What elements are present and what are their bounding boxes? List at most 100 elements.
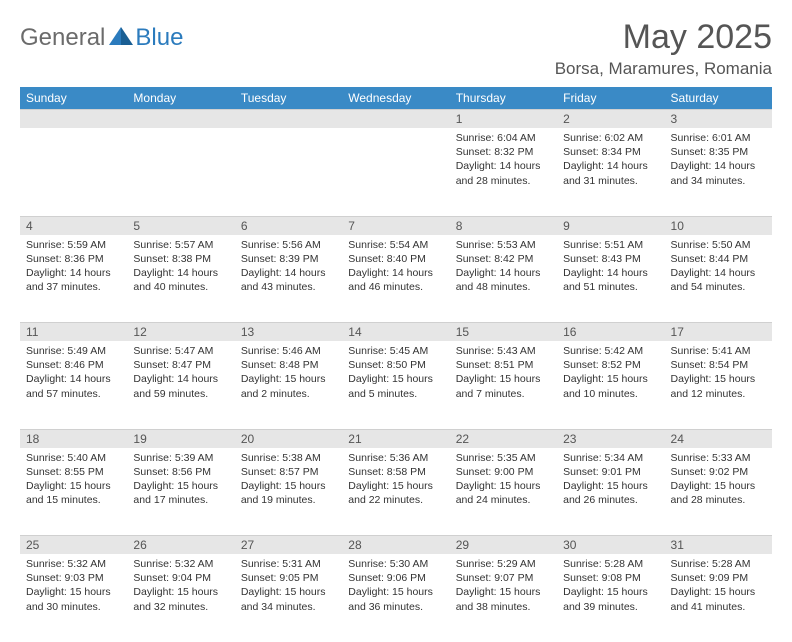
day-number: 26 — [127, 536, 234, 554]
day-content-cell: Sunrise: 5:50 AMSunset: 8:44 PMDaylight:… — [665, 235, 772, 323]
day-content-cell: Sunrise: 6:02 AMSunset: 8:34 PMDaylight:… — [557, 128, 664, 216]
day-content-cell: Sunrise: 5:45 AMSunset: 8:50 PMDaylight:… — [342, 341, 449, 429]
daylight-text: Daylight: 15 hours and 28 minutes. — [671, 479, 766, 507]
day-content-cell: Sunrise: 5:49 AMSunset: 8:46 PMDaylight:… — [20, 341, 127, 429]
day-number: 22 — [450, 430, 557, 448]
day-content-cell: Sunrise: 5:40 AMSunset: 8:55 PMDaylight:… — [20, 448, 127, 536]
day-content-cell: Sunrise: 6:04 AMSunset: 8:32 PMDaylight:… — [450, 128, 557, 216]
daylight-text: Daylight: 14 hours and 48 minutes. — [456, 266, 551, 294]
day-content: Sunrise: 5:49 AMSunset: 8:46 PMDaylight:… — [20, 341, 127, 407]
sunset-text: Sunset: 8:54 PM — [671, 358, 766, 372]
logo-triangle-icon — [109, 24, 135, 52]
weekday-header-row: Sunday Monday Tuesday Wednesday Thursday… — [20, 87, 772, 110]
sunrise-text: Sunrise: 5:29 AM — [456, 557, 551, 571]
sunrise-text: Sunrise: 6:02 AM — [563, 131, 658, 145]
day-content: Sunrise: 5:40 AMSunset: 8:55 PMDaylight:… — [20, 448, 127, 514]
day-content-cell: Sunrise: 5:31 AMSunset: 9:05 PMDaylight:… — [235, 554, 342, 642]
day-content-cell: Sunrise: 5:36 AMSunset: 8:58 PMDaylight:… — [342, 448, 449, 536]
day-number-cell: 31 — [665, 536, 772, 555]
day-number-cell: 11 — [20, 323, 127, 342]
sunset-text: Sunset: 9:01 PM — [563, 465, 658, 479]
sunset-text: Sunset: 8:39 PM — [241, 252, 336, 266]
day-content: Sunrise: 5:28 AMSunset: 9:09 PMDaylight:… — [665, 554, 772, 620]
day-content: Sunrise: 5:41 AMSunset: 8:54 PMDaylight:… — [665, 341, 772, 407]
sunset-text: Sunset: 8:56 PM — [133, 465, 228, 479]
day-content-cell: Sunrise: 5:32 AMSunset: 9:03 PMDaylight:… — [20, 554, 127, 642]
calendar-body: 123Sunrise: 6:04 AMSunset: 8:32 PMDaylig… — [20, 110, 772, 642]
day-number-cell: 17 — [665, 323, 772, 342]
day-number — [235, 110, 342, 114]
day-number: 12 — [127, 323, 234, 341]
daylight-text: Daylight: 14 hours and 43 minutes. — [241, 266, 336, 294]
day-number: 28 — [342, 536, 449, 554]
daylight-text: Daylight: 14 hours and 51 minutes. — [563, 266, 658, 294]
day-number: 23 — [557, 430, 664, 448]
daylight-text: Daylight: 14 hours and 54 minutes. — [671, 266, 766, 294]
sunrise-text: Sunrise: 5:53 AM — [456, 238, 551, 252]
sunset-text: Sunset: 8:46 PM — [26, 358, 121, 372]
daynum-row: 45678910 — [20, 216, 772, 235]
day-number-cell — [127, 110, 234, 129]
day-content: Sunrise: 5:50 AMSunset: 8:44 PMDaylight:… — [665, 235, 772, 301]
sunset-text: Sunset: 8:36 PM — [26, 252, 121, 266]
sunrise-text: Sunrise: 5:42 AM — [563, 344, 658, 358]
sunset-text: Sunset: 8:38 PM — [133, 252, 228, 266]
day-number-cell — [20, 110, 127, 129]
sunrise-text: Sunrise: 5:47 AM — [133, 344, 228, 358]
day-number — [342, 110, 449, 114]
day-number-cell — [235, 110, 342, 129]
daylight-text: Daylight: 15 hours and 26 minutes. — [563, 479, 658, 507]
day-content: Sunrise: 5:47 AMSunset: 8:47 PMDaylight:… — [127, 341, 234, 407]
day-content: Sunrise: 5:59 AMSunset: 8:36 PMDaylight:… — [20, 235, 127, 301]
weekday-header: Friday — [557, 87, 664, 110]
day-number — [127, 110, 234, 114]
day-number-cell: 23 — [557, 429, 664, 448]
sunrise-text: Sunrise: 5:49 AM — [26, 344, 121, 358]
day-number: 27 — [235, 536, 342, 554]
day-content-cell: Sunrise: 5:47 AMSunset: 8:47 PMDaylight:… — [127, 341, 234, 429]
sunrise-text: Sunrise: 5:43 AM — [456, 344, 551, 358]
sunrise-text: Sunrise: 5:32 AM — [133, 557, 228, 571]
day-number: 5 — [127, 217, 234, 235]
day-number: 30 — [557, 536, 664, 554]
day-number-cell: 29 — [450, 536, 557, 555]
daynum-row: 25262728293031 — [20, 536, 772, 555]
daylight-text: Daylight: 15 hours and 15 minutes. — [26, 479, 121, 507]
sunset-text: Sunset: 8:48 PM — [241, 358, 336, 372]
logo-text-blue: Blue — [135, 24, 183, 52]
weekday-header: Wednesday — [342, 87, 449, 110]
sunrise-text: Sunrise: 5:54 AM — [348, 238, 443, 252]
day-content: Sunrise: 6:04 AMSunset: 8:32 PMDaylight:… — [450, 128, 557, 194]
day-number: 19 — [127, 430, 234, 448]
sunrise-text: Sunrise: 5:50 AM — [671, 238, 766, 252]
daylight-text: Daylight: 15 hours and 24 minutes. — [456, 479, 551, 507]
sunset-text: Sunset: 9:07 PM — [456, 571, 551, 585]
day-number-cell: 15 — [450, 323, 557, 342]
day-number: 21 — [342, 430, 449, 448]
daylight-text: Daylight: 15 hours and 17 minutes. — [133, 479, 228, 507]
sunset-text: Sunset: 8:40 PM — [348, 252, 443, 266]
day-content-cell: Sunrise: 5:46 AMSunset: 8:48 PMDaylight:… — [235, 341, 342, 429]
page-header: General Blue May 2025 Borsa, Maramures, … — [20, 18, 772, 79]
daylight-text: Daylight: 15 hours and 19 minutes. — [241, 479, 336, 507]
daylight-text: Daylight: 15 hours and 41 minutes. — [671, 585, 766, 613]
day-number-cell: 26 — [127, 536, 234, 555]
sunset-text: Sunset: 9:06 PM — [348, 571, 443, 585]
day-content-cell: Sunrise: 5:29 AMSunset: 9:07 PMDaylight:… — [450, 554, 557, 642]
day-number: 11 — [20, 323, 127, 341]
day-number-cell: 7 — [342, 216, 449, 235]
day-number — [20, 110, 127, 114]
day-number: 24 — [665, 430, 772, 448]
sunrise-text: Sunrise: 5:30 AM — [348, 557, 443, 571]
sunrise-text: Sunrise: 5:57 AM — [133, 238, 228, 252]
sunrise-text: Sunrise: 5:36 AM — [348, 451, 443, 465]
daylight-text: Daylight: 14 hours and 59 minutes. — [133, 372, 228, 400]
daynum-row: 11121314151617 — [20, 323, 772, 342]
day-content: Sunrise: 5:56 AMSunset: 8:39 PMDaylight:… — [235, 235, 342, 301]
day-number-cell: 24 — [665, 429, 772, 448]
day-content-cell: Sunrise: 5:59 AMSunset: 8:36 PMDaylight:… — [20, 235, 127, 323]
day-content: Sunrise: 5:57 AMSunset: 8:38 PMDaylight:… — [127, 235, 234, 301]
daynum-row: 18192021222324 — [20, 429, 772, 448]
title-block: May 2025 Borsa, Maramures, Romania — [555, 18, 772, 79]
daylight-text: Daylight: 14 hours and 57 minutes. — [26, 372, 121, 400]
